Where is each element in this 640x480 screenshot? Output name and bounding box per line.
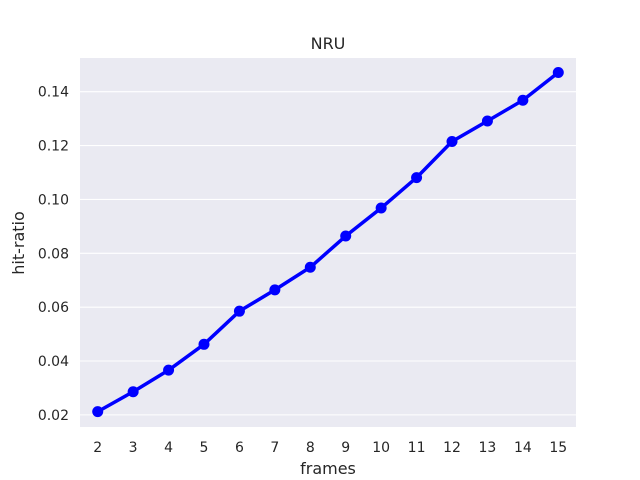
x-tick-label: 4 xyxy=(164,440,173,456)
data-point xyxy=(411,172,423,184)
y-tick-label: 0.02 xyxy=(38,408,69,424)
series-line xyxy=(95,70,561,414)
data-point xyxy=(304,261,316,273)
x-tick-label: 9 xyxy=(341,440,350,456)
data-point xyxy=(92,406,104,418)
x-tick-label: 5 xyxy=(200,440,209,456)
data-point xyxy=(340,230,352,242)
data-point xyxy=(517,94,529,106)
data-point xyxy=(127,386,139,398)
x-tick-label: 3 xyxy=(129,440,138,456)
x-axis-title: frames xyxy=(300,459,356,478)
y-tick-labels: 0.02 0.04 0.06 0.08 0.10 0.12 0.14 xyxy=(38,85,69,424)
y-tick-label: 0.12 xyxy=(38,139,69,155)
x-tick-label: 15 xyxy=(549,440,567,456)
x-tick-label: 11 xyxy=(408,440,426,456)
y-tick-label: 0.14 xyxy=(38,85,69,101)
x-tick-label: 6 xyxy=(235,440,244,456)
x-tick-label: 10 xyxy=(372,440,390,456)
x-tick-label: 7 xyxy=(270,440,279,456)
x-tick-labels: 2 3 4 5 6 7 8 9 10 11 12 13 14 15 xyxy=(93,440,567,456)
data-point xyxy=(198,338,210,350)
chart-title: NRU xyxy=(311,34,346,53)
data-point xyxy=(269,284,281,296)
x-tick-label: 8 xyxy=(306,440,315,456)
y-tick-label: 0.08 xyxy=(38,246,69,262)
x-tick-label: 2 xyxy=(93,440,102,456)
x-tick-label: 12 xyxy=(443,440,461,456)
x-tick-label: 14 xyxy=(514,440,532,456)
data-point xyxy=(552,67,564,79)
data-point xyxy=(163,364,175,376)
y-tick-label: 0.10 xyxy=(38,192,69,208)
y-axis-title: hit-ratio xyxy=(9,211,28,275)
series-layer xyxy=(92,67,564,418)
data-point xyxy=(446,135,458,147)
data-point xyxy=(233,305,245,317)
y-tick-label: 0.04 xyxy=(38,354,69,370)
y-tick-label: 0.06 xyxy=(38,300,69,316)
x-tick-label: 13 xyxy=(479,440,497,456)
data-point xyxy=(481,115,493,127)
data-point xyxy=(375,202,387,214)
grid-lines xyxy=(80,91,576,416)
